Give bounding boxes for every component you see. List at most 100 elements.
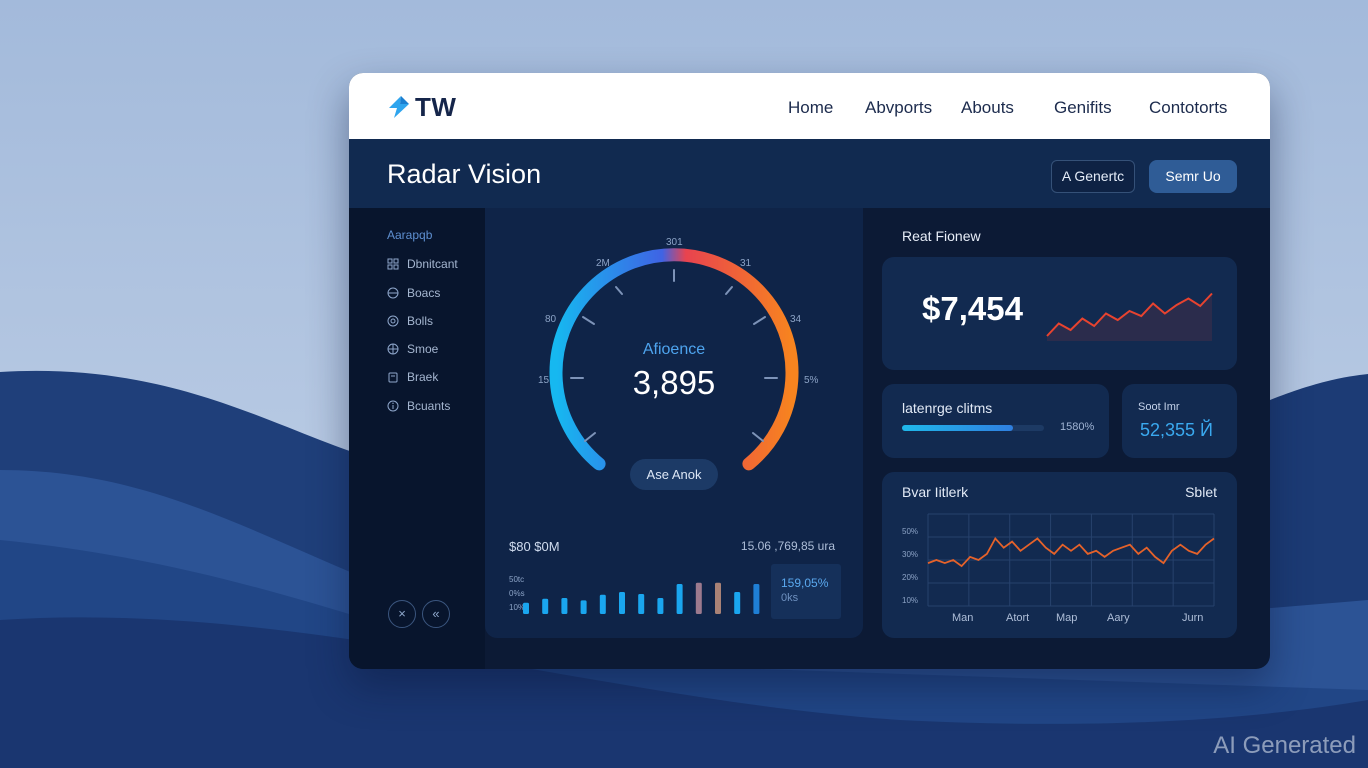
gauge-tick-label: 80 bbox=[545, 314, 557, 325]
stats-right-value: 15.06 ,769,85 ura bbox=[740, 539, 835, 553]
bar-chart-bar bbox=[695, 582, 702, 614]
chart-x-tick-label: Aary bbox=[1107, 612, 1130, 624]
arrow-logo-icon bbox=[389, 96, 409, 118]
stat-card: Soot Imr 52,355 Й bbox=[1122, 384, 1237, 458]
sidebar-item-boacs[interactable]: Boacs bbox=[387, 284, 440, 302]
gauge: 15 80 2M 301 31 34 5% bbox=[538, 237, 819, 471]
sidebar-item-bolls[interactable]: Bolls bbox=[387, 312, 433, 330]
bar-chart-bar bbox=[657, 598, 664, 614]
bar-summary-unit: 0ks bbox=[781, 592, 799, 604]
chart-y-tick-label: 30% bbox=[902, 550, 918, 559]
gauge-value: 3,895 bbox=[632, 364, 716, 401]
stat-label: Soot Imr bbox=[1138, 401, 1180, 413]
sidebar-item-label: Bcuants bbox=[407, 399, 451, 413]
brand-logo[interactable]: TW bbox=[387, 91, 457, 122]
bar-chart-bar bbox=[523, 602, 529, 614]
bar-chart-bar bbox=[734, 592, 741, 614]
progress-card: latenrge clitms 1580% bbox=[882, 384, 1109, 458]
page-title: Radar Vision bbox=[387, 159, 542, 189]
sidebar-heading[interactable]: Aarapqb bbox=[387, 228, 433, 242]
chart-x-tick-label: Atort bbox=[1006, 612, 1029, 624]
sidebar-item-label: Boacs bbox=[407, 286, 441, 300]
chart-x-tick-label: Jurn bbox=[1182, 612, 1203, 624]
nav-abvports[interactable]: Abvports bbox=[865, 98, 933, 117]
gauge-arc bbox=[549, 248, 799, 471]
back-icon: « bbox=[432, 606, 440, 621]
bar-chart bbox=[523, 582, 760, 614]
bar-chart-bar bbox=[580, 600, 587, 614]
stats-left-value: $80 $0M bbox=[509, 539, 560, 554]
sparkline-line bbox=[1046, 292, 1213, 337]
general-button[interactable]: A Genertc bbox=[1051, 160, 1135, 193]
nav-contotorts[interactable]: Contotorts bbox=[1149, 98, 1228, 117]
globe-icon bbox=[387, 287, 399, 299]
sidebar-item-label: Smoe bbox=[407, 342, 439, 356]
gauge-tick-label: 2M bbox=[596, 258, 610, 269]
dashboard-window: TW Home Abvports Abouts Genifits Contoto… bbox=[349, 73, 1270, 669]
progress-label: latenrge clitms bbox=[902, 400, 993, 416]
chart-x-tick-label: Map bbox=[1056, 612, 1077, 624]
gauge-panel: 15 80 2M 301 31 34 5% Afioence 3,895 Ase… bbox=[485, 208, 863, 638]
close-icon: × bbox=[398, 606, 406, 621]
chart-x-tick-label: Man bbox=[952, 612, 973, 624]
gauge-label: Afioence bbox=[642, 341, 706, 358]
bar-chart-bar bbox=[561, 598, 568, 614]
line-chart: 50% 30% 20% 10% Man Atort Map Aary Jurn bbox=[902, 513, 1215, 624]
setup-button[interactable]: Semr Uo bbox=[1149, 160, 1237, 193]
info-icon bbox=[387, 400, 399, 412]
bar-chart-bar bbox=[619, 592, 625, 614]
gauge-tick-marks bbox=[570, 269, 778, 442]
sidebar: Aarapqb Dbnitcant Boacs Bolls Smoe Braek… bbox=[349, 208, 485, 669]
sidebar-item-label: Bolls bbox=[407, 314, 434, 328]
chart-series-line bbox=[927, 536, 1215, 568]
gauge-tick-label: 31 bbox=[740, 258, 752, 269]
sidebar-item-bcuants[interactable]: Bcuants bbox=[387, 397, 450, 415]
gauge-tick-label: 15 bbox=[538, 375, 550, 386]
bar-summary-box: 159,05% 0ks bbox=[771, 564, 841, 619]
target-icon bbox=[387, 315, 399, 327]
back-button[interactable]: « bbox=[422, 600, 450, 628]
top-navigation-bar: TW Home Abvports Abouts Genifits Contoto… bbox=[349, 73, 1270, 139]
bar-chart-bar bbox=[676, 584, 683, 614]
progress-percent: 1580% bbox=[1060, 421, 1095, 433]
nav-home[interactable]: Home bbox=[788, 98, 834, 117]
nav-genifits[interactable]: Genifits bbox=[1054, 98, 1112, 117]
bar-chart-bar bbox=[599, 594, 606, 614]
nav-abouts[interactable]: Abouts bbox=[961, 98, 1014, 117]
bar-axis-label: 0%s bbox=[509, 589, 525, 598]
gauge-action-button[interactable]: Ase Anok bbox=[630, 459, 718, 490]
gauge-tick-label: 301 bbox=[666, 237, 683, 248]
chart-y-tick-label: 50% bbox=[902, 527, 918, 536]
grid-icon bbox=[387, 258, 399, 270]
revenue-card: $7,454 bbox=[882, 257, 1237, 370]
crosshair-icon bbox=[387, 343, 399, 355]
brand-name: TW bbox=[415, 91, 457, 122]
bar-axis-label: 50tc bbox=[509, 575, 525, 584]
clipboard-icon bbox=[388, 372, 398, 383]
close-button[interactable]: × bbox=[388, 600, 416, 628]
sidebar-item-label: Dbnitcant bbox=[407, 257, 458, 271]
sidebar-item-label: Braek bbox=[407, 370, 439, 384]
sidebar-item-dbnitcant[interactable]: Dbnitcant bbox=[387, 255, 458, 273]
chart-y-tick-label: 10% bbox=[902, 596, 918, 605]
progress-bar bbox=[902, 425, 1044, 431]
chart-title: Bvar Iitlerk bbox=[902, 484, 969, 500]
bar-summary-value: 159,05% bbox=[781, 576, 829, 590]
revenue-heading: Reat Fionew bbox=[902, 228, 981, 244]
revenue-value: $7,454 bbox=[922, 290, 1023, 327]
revenue-sparkline bbox=[1046, 292, 1213, 341]
progress-fill bbox=[902, 425, 1013, 431]
sidebar-item-smoe[interactable]: Smoe bbox=[387, 340, 438, 358]
sparkline-area bbox=[1047, 293, 1212, 341]
bar-chart-bar bbox=[753, 584, 760, 614]
chart-select-dropdown[interactable]: Sblet bbox=[1185, 484, 1217, 500]
watermark-text: AI Generated bbox=[1213, 732, 1356, 759]
gauge-tick-label: 5% bbox=[804, 375, 819, 386]
line-chart-card: Bvar Iitlerk Sblet 50% 30% 20% 10% Man Atort M… bbox=[882, 472, 1237, 638]
bar-chart-bar bbox=[542, 598, 549, 614]
sidebar-item-braek[interactable]: Braek bbox=[387, 368, 438, 386]
bar-axis-label: 10% bbox=[509, 603, 526, 612]
chart-y-tick-label: 20% bbox=[902, 573, 918, 582]
stat-value: 52,355 Й bbox=[1140, 420, 1213, 440]
gauge-tick-label: 34 bbox=[790, 314, 802, 325]
